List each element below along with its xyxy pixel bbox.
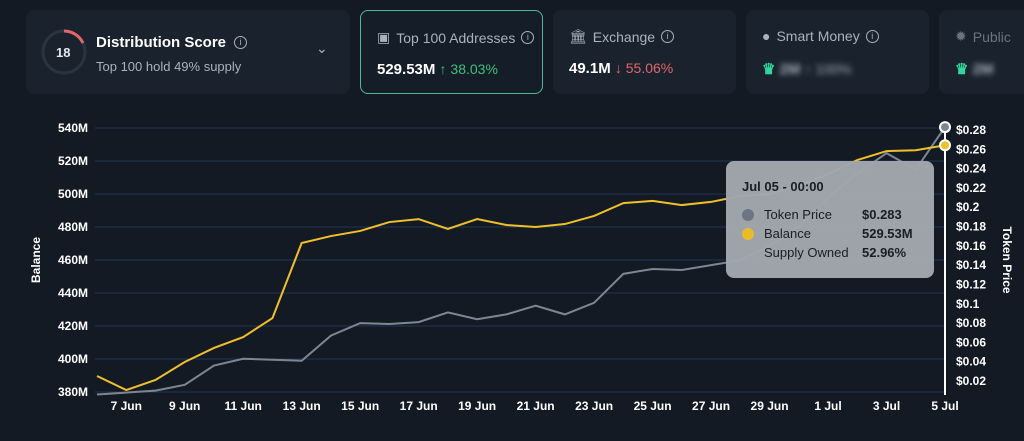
price-dot-icon [742,208,754,221]
chart-tooltip: Jul 05 - 00:00 Token Price $0.283 Balance… [726,161,934,278]
exchange-value: 49.1M [569,60,611,77]
x-tick-label: 1 Jul [814,399,841,413]
y-axis-title: Balance [29,237,43,283]
y2-tick-label: $0.02 [956,374,986,388]
tooltip-value: $0.283 [862,207,902,222]
x-tick-label: 17 Jun [400,399,438,413]
top100-title: Top 100 Addresses [396,29,516,46]
y-tick-label: 480M [58,220,88,234]
smart-money-value: 2M [779,61,801,78]
y2-tick-label: $0.18 [956,220,986,234]
y-tick-label: 440M [58,286,88,300]
distribution-score-card[interactable]: 18 Distribution Score i Top 100 hold 49%… [26,10,350,94]
x-tick-label: 25 Jun [634,399,672,413]
y2-tick-label: $0.28 [956,123,986,137]
y-tick-label: 500M [58,187,88,201]
exchange-card[interactable]: 🏛 Exchange i 49.1M ↓ 55.06% [553,10,736,94]
y2-tick-label: $0.1 [956,297,980,311]
y-tick-label: 540M [58,121,88,135]
top100-card[interactable]: ▣ Top 100 Addresses i 529.53M ↑ 38.03% [360,10,543,94]
x-tick-label: 21 Jun [517,399,555,413]
x-tick-label: 29 Jun [751,399,789,413]
public-value: 2M [972,61,994,78]
x-tick-label: 15 Jun [341,399,379,413]
y2-axis-title: Token Price [1000,226,1014,293]
y2-tick-label: $0.08 [956,316,986,330]
sunglasses-icon: ● [762,28,771,44]
exchange-title: Exchange [592,28,656,45]
y2-tick-label: $0.12 [956,277,986,291]
y2-tick-label: $0.2 [956,200,980,214]
public-title: Public [972,28,1011,45]
smart-money-change: ↑ 100% [804,61,852,77]
x-tick-label: 27 Jun [692,399,730,413]
x-tick-label: 11 Jun [225,399,262,413]
score-value: 18 [56,45,71,60]
info-icon[interactable]: i [865,29,879,43]
tooltip-label: Supply Owned [764,245,849,260]
balance-dot-icon [742,227,754,240]
info-icon[interactable]: i [521,31,535,44]
chevron-down-icon[interactable]: ⌄ [316,40,328,56]
top100-change: ↑ 38.03% [439,61,498,77]
smart-money-card[interactable]: ● Smart Money i ♛ 2M ↑ 100% [746,10,929,94]
x-tick-label: 19 Jun [458,399,496,413]
crown-icon: ♛ [762,61,776,78]
crown-icon: ♛ [955,61,969,78]
x-tick-label: 3 Jul [873,399,900,413]
tooltip-date: Jul 05 - 00:00 [742,179,824,194]
x-tick-label: 13 Jun [283,399,321,413]
exchange-change: ↓ 55.06% [614,60,674,76]
smart-money-title: Smart Money [776,28,860,44]
y-tick-label: 380M [58,385,88,399]
y-tick-label: 400M [58,352,88,366]
bulb-icon: ✹ [955,28,967,44]
top100-value: 529.53M [377,61,436,78]
tooltip-value: 529.53M [862,226,913,241]
x-tick-label: 5 Jul [931,399,958,413]
balance-point [939,139,951,152]
y2-tick-label: $0.22 [956,181,986,195]
tooltip-label: Balance [764,226,811,241]
y2-tick-label: $0.04 [956,355,986,369]
info-icon[interactable]: i [234,36,247,49]
public-card[interactable]: ✹ Public ♛ 2M [939,10,1024,94]
tooltip-value: 52.96% [862,245,907,260]
distribution-title: Distribution Score [96,34,227,51]
y2-tick-label: $0.26 [956,142,986,156]
y2-tick-label: $0.16 [956,239,986,253]
score-ring [41,29,87,75]
y-tick-label: 420M [58,319,88,333]
x-tick-label: 7 Jun [111,399,142,413]
wallet-icon: ▣ [377,29,391,45]
y2-tick-label: $0.24 [956,162,986,176]
y2-tick-label: $0.06 [956,335,986,349]
y-tick-label: 460M [58,253,88,267]
x-tick-label: 23 Jun [575,399,613,413]
y2-tick-label: $0.14 [956,258,986,272]
tooltip-label: Token Price [764,207,832,222]
distribution-subtitle: Top 100 hold 49% supply [96,59,242,74]
bank-icon: 🏛 [569,28,587,44]
price-point [939,121,951,134]
y-tick-label: 520M [58,154,88,168]
x-tick-label: 9 Jun [169,399,200,413]
info-icon[interactable]: i [661,30,675,43]
